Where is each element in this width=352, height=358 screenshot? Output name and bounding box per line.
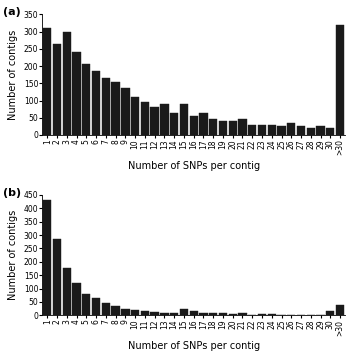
X-axis label: Number of SNPs per contig: Number of SNPs per contig <box>128 341 260 351</box>
Bar <box>277 126 286 135</box>
Bar <box>141 311 149 315</box>
Bar <box>141 102 149 135</box>
Bar <box>180 104 188 135</box>
Text: (a): (a) <box>3 7 21 17</box>
Bar <box>258 125 266 135</box>
Bar <box>121 309 130 315</box>
Bar <box>131 310 139 315</box>
Bar <box>53 239 61 315</box>
Bar <box>151 107 159 135</box>
Bar <box>43 28 51 135</box>
Bar <box>248 125 256 135</box>
Y-axis label: Number of contigs: Number of contigs <box>8 210 18 300</box>
Bar <box>297 126 305 135</box>
Bar <box>307 128 315 135</box>
Bar <box>82 294 90 315</box>
Text: (b): (b) <box>3 188 21 198</box>
Bar <box>112 82 120 135</box>
Bar <box>228 121 237 135</box>
Bar <box>131 97 139 135</box>
Bar <box>199 313 208 315</box>
Bar <box>326 311 334 315</box>
Bar <box>326 128 334 135</box>
Bar <box>43 200 51 315</box>
Bar <box>189 311 198 315</box>
Bar <box>102 303 110 315</box>
X-axis label: Number of SNPs per contig: Number of SNPs per contig <box>128 161 260 171</box>
Bar <box>170 112 178 135</box>
Bar <box>73 283 81 315</box>
Bar <box>336 305 344 315</box>
Bar <box>238 313 247 315</box>
Bar <box>258 314 266 315</box>
Bar <box>268 125 276 135</box>
Bar <box>268 314 276 315</box>
Bar <box>151 312 159 315</box>
Bar <box>219 121 227 135</box>
Bar <box>160 104 169 135</box>
Bar <box>199 112 208 135</box>
Bar <box>219 313 227 315</box>
Bar <box>92 298 100 315</box>
Y-axis label: Number of contigs: Number of contigs <box>8 30 18 120</box>
Bar <box>287 123 295 135</box>
Bar <box>316 126 325 135</box>
Bar <box>238 120 247 135</box>
Bar <box>53 44 61 135</box>
Bar <box>189 116 198 135</box>
Bar <box>170 313 178 315</box>
Bar <box>336 25 344 135</box>
Bar <box>228 314 237 315</box>
Bar <box>121 88 130 135</box>
Bar <box>82 64 90 135</box>
Bar <box>112 306 120 315</box>
Bar <box>63 32 71 135</box>
Bar <box>73 52 81 135</box>
Bar <box>209 313 217 315</box>
Bar <box>209 120 217 135</box>
Bar <box>102 78 110 135</box>
Bar <box>63 268 71 315</box>
Bar <box>160 313 169 315</box>
Bar <box>92 71 100 135</box>
Bar <box>180 309 188 315</box>
